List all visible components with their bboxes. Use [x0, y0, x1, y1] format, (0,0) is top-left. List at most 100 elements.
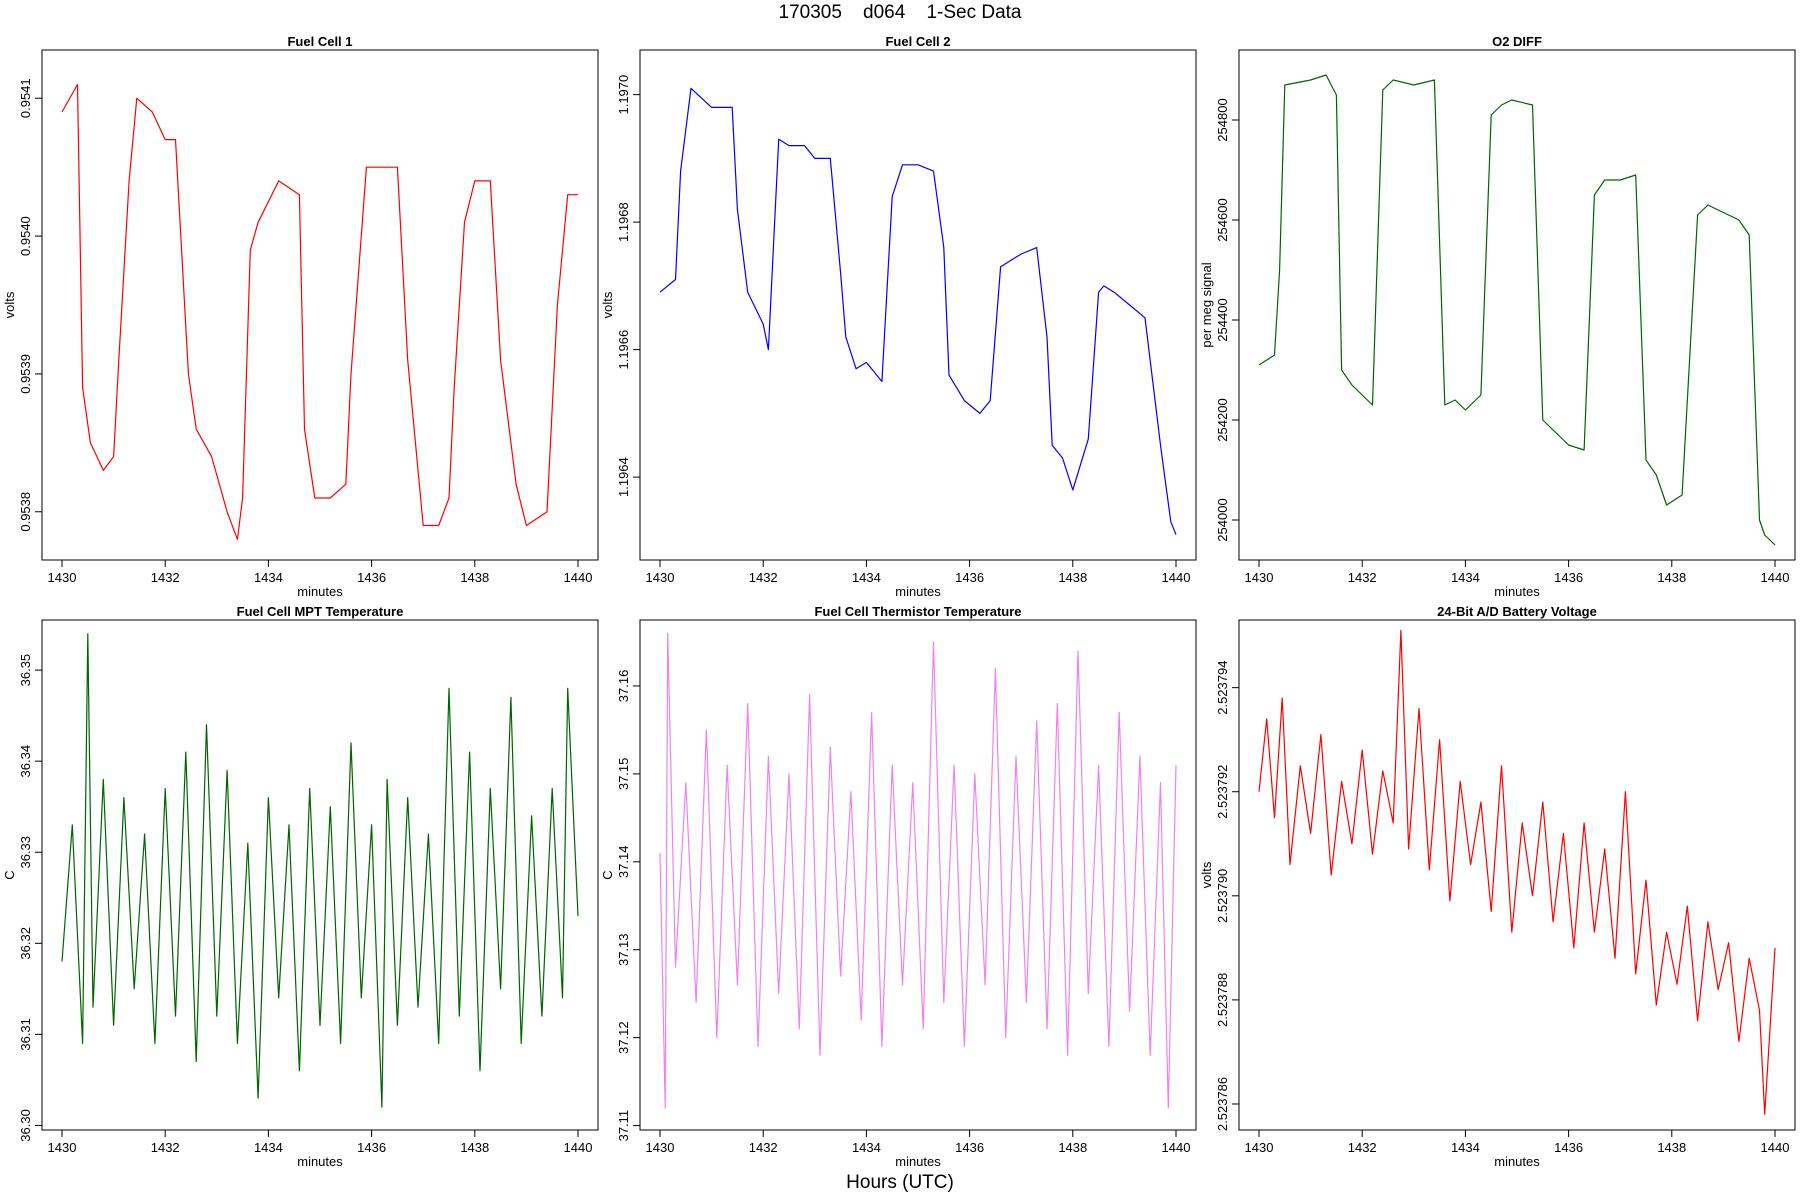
- x-tick-label: 1434: [254, 1140, 283, 1155]
- x-tick-label: 1440: [564, 1140, 593, 1155]
- x-tick-label: 1430: [48, 1140, 77, 1155]
- title-day: d064: [863, 2, 906, 23]
- y-tick-label: 254800: [1215, 98, 1230, 141]
- chart-panel-5: Fuel Cell Thermistor Temperature 1430 1432…: [600, 604, 1197, 1169]
- figure-x-caption: Hours (UTC): [846, 1172, 954, 1193]
- x-axis-label: minutes: [297, 584, 343, 599]
- y-tick-label: 254400: [1215, 298, 1230, 341]
- x-tick-label: 1436: [1554, 1140, 1583, 1155]
- chart-panel-1: Fuel Cell 1 1430 1432 1434 1436 1438 1440 minut…: [2, 34, 599, 599]
- y-tick-label: 36.33: [18, 836, 33, 869]
- chart-panel-6: 24-Bit A/D Battery Voltage 1430 1432 1434 14…: [1199, 604, 1796, 1169]
- y-axis-label: C: [2, 870, 17, 879]
- x-tick-label: 1440: [1162, 1140, 1191, 1155]
- y-tick-label: 2.523792: [1215, 765, 1230, 819]
- plot-frame: [1238, 619, 1796, 1131]
- y-tick-label: 1.1964: [616, 457, 631, 497]
- x-axis-label: minutes: [895, 584, 941, 599]
- y-tick-label: 37.13: [616, 933, 631, 966]
- x-tick-label: 1436: [955, 1140, 984, 1155]
- x-tick-label: 1438: [1657, 570, 1686, 585]
- y-tick-label: 0.9540: [18, 216, 33, 256]
- y-tick-label: 36.32: [18, 927, 33, 960]
- y-tick-label: 1.1968: [616, 202, 631, 242]
- x-tick-label: 1436: [1554, 570, 1583, 585]
- y-tick-label: 1.1970: [616, 75, 631, 115]
- x-tick-label: 1438: [1058, 1140, 1087, 1155]
- x-tick-label: 1434: [1451, 570, 1480, 585]
- y-tick-label: 37.15: [616, 758, 631, 791]
- x-tick-label: 1430: [1245, 1140, 1274, 1155]
- figure-title: 170305 d064 1-Sec Data: [0, 2, 1800, 24]
- x-tick-label: 1432: [749, 1140, 778, 1155]
- y-tick-label: 37.12: [616, 1021, 631, 1054]
- plot-frame: [639, 49, 1197, 561]
- x-tick-label: 1436: [955, 570, 984, 585]
- y-tick-label: 0.9538: [18, 492, 33, 532]
- x-tick-label: 1436: [357, 570, 386, 585]
- y-tick-label: 37.11: [616, 1110, 631, 1142]
- y-tick-label: 1.1966: [616, 330, 631, 370]
- series-line: [659, 87, 1177, 535]
- y-tick-label: 36.35: [18, 654, 33, 687]
- y-axis-label: per meg signal: [1199, 262, 1214, 347]
- x-tick-label: 1430: [646, 570, 675, 585]
- x-tick-label: 1432: [1348, 1140, 1377, 1155]
- x-tick-label: 1440: [1761, 1140, 1790, 1155]
- title-date: 170305: [778, 2, 842, 23]
- series-line: [1258, 629, 1776, 1116]
- y-tick-label: 36.31: [18, 1018, 33, 1051]
- x-tick-label: 1434: [1451, 1140, 1480, 1155]
- x-axis-label: minutes: [297, 1154, 343, 1169]
- x-axis-label: minutes: [1494, 1154, 1540, 1169]
- series-line: [61, 633, 579, 1108]
- chart-title: Fuel Cell 1: [287, 34, 352, 49]
- x-tick-label: 1440: [1162, 570, 1191, 585]
- chart-title: Fuel Cell MPT Temperature: [237, 604, 404, 619]
- y-axis-label: volts: [1199, 861, 1214, 888]
- x-tick-label: 1432: [749, 570, 778, 585]
- y-tick-label: 2.523786: [1215, 1077, 1230, 1131]
- chart-title: 24-Bit A/D Battery Voltage: [1437, 604, 1597, 619]
- y-tick-label: 37.14: [616, 846, 631, 879]
- x-tick-label: 1430: [646, 1140, 675, 1155]
- series-line: [1258, 74, 1776, 546]
- y-tick-label: 37.16: [616, 670, 631, 703]
- x-tick-label: 1430: [1245, 570, 1274, 585]
- y-tick-label: 36.34: [18, 745, 33, 778]
- x-tick-label: 1436: [357, 1140, 386, 1155]
- y-tick-label: 254200: [1215, 398, 1230, 441]
- x-tick-label: 1438: [1657, 1140, 1686, 1155]
- y-axis-label: volts: [2, 291, 17, 318]
- series-line: [61, 83, 578, 540]
- chart-panel-3: O2 DIFF 1430 1432 1434 1436 1438 1440 minutes 25…: [1199, 34, 1796, 599]
- y-axis-label: volts: [600, 291, 615, 318]
- x-tick-label: 1434: [852, 570, 881, 585]
- x-tick-label: 1432: [151, 1140, 180, 1155]
- chart-panel-4: Fuel Cell MPT Temperature 1430 1432 1434 143…: [2, 604, 599, 1169]
- x-tick-label: 1438: [1058, 570, 1087, 585]
- x-tick-label: 1434: [852, 1140, 881, 1155]
- y-tick-label: 0.9539: [18, 354, 33, 394]
- y-tick-label: 2.523794: [1215, 661, 1230, 715]
- plot-frame: [41, 619, 599, 1131]
- chart-title: Fuel Cell 2: [885, 34, 950, 49]
- x-tick-label: 1438: [460, 570, 489, 585]
- x-tick-label: 1434: [254, 570, 283, 585]
- plot-frame: [639, 619, 1197, 1131]
- x-tick-label: 1438: [460, 1140, 489, 1155]
- y-tick-label: 36.30: [18, 1109, 33, 1142]
- x-axis-label: minutes: [1494, 584, 1540, 599]
- series-line: [659, 632, 1177, 1109]
- x-tick-label: 1440: [564, 570, 593, 585]
- x-tick-label: 1440: [1761, 570, 1790, 585]
- title-resolution: 1-Sec Data: [926, 2, 1022, 23]
- y-tick-label: 0.9541: [18, 78, 33, 118]
- x-tick-label: 1430: [48, 570, 77, 585]
- x-tick-label: 1432: [1348, 570, 1377, 585]
- plot-frame: [1238, 49, 1796, 561]
- chart-title: O2 DIFF: [1492, 34, 1542, 49]
- y-tick-label: 254000: [1215, 498, 1230, 541]
